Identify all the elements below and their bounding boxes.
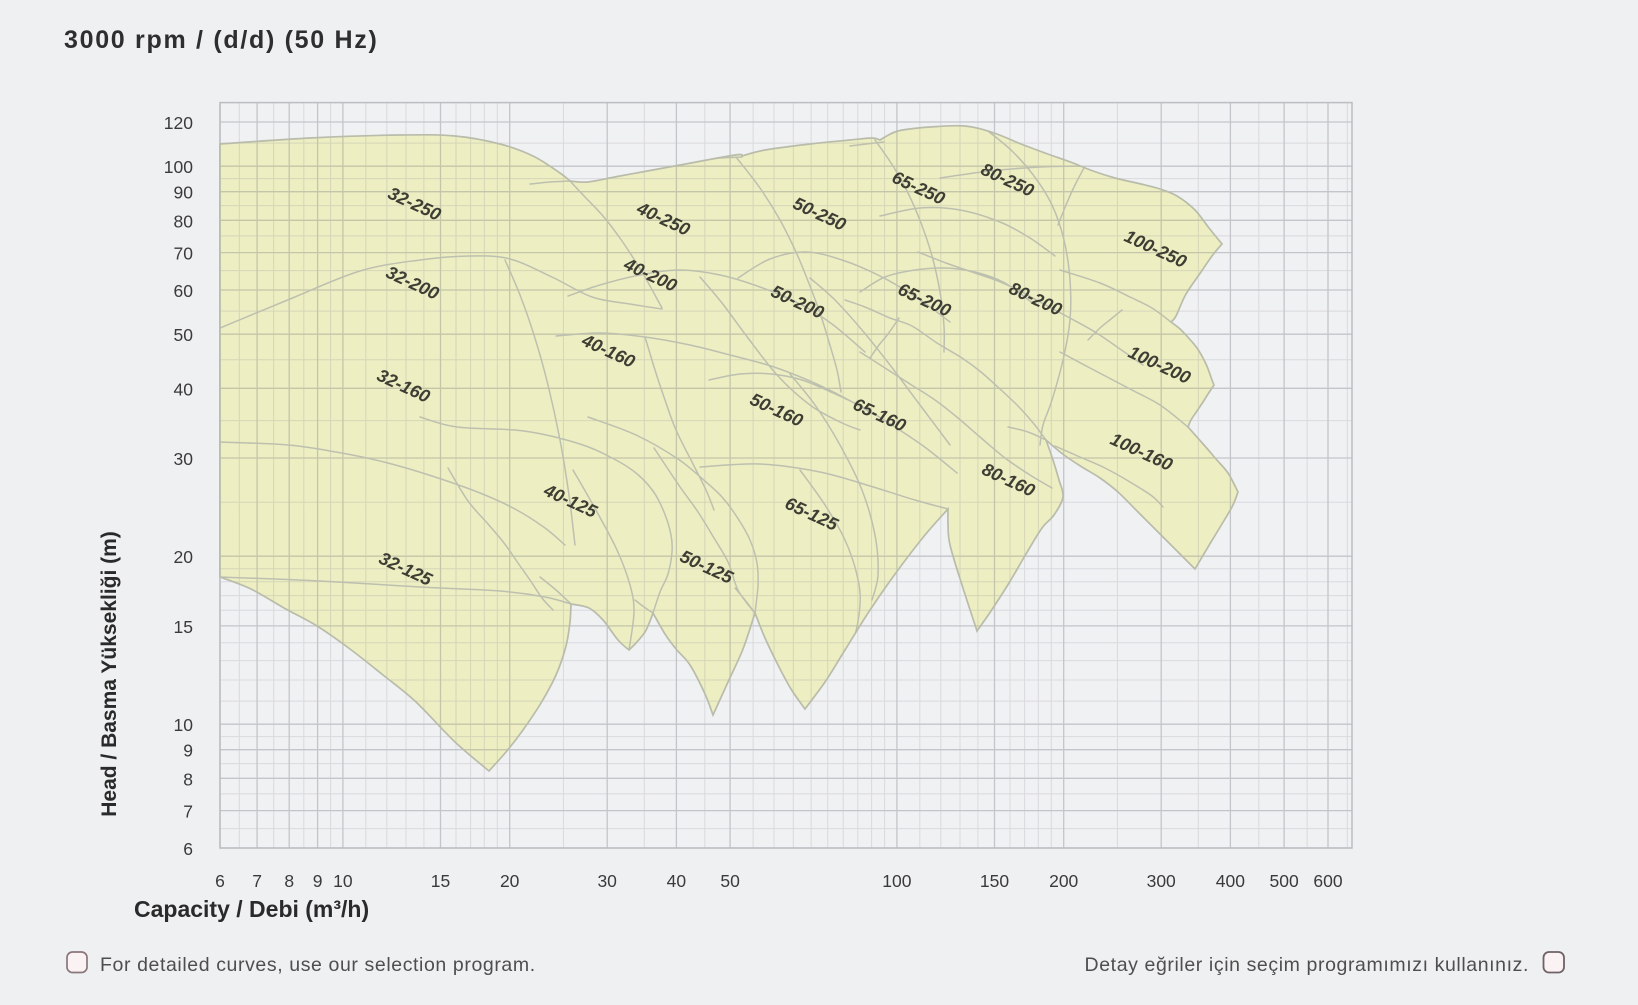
svg-text:9: 9 (183, 741, 193, 761)
svg-text:9: 9 (313, 871, 323, 891)
svg-text:For detailed curves, use our s: For detailed curves, use our selection p… (100, 954, 536, 976)
svg-text:200: 200 (1049, 871, 1078, 891)
svg-text:60: 60 (174, 281, 194, 301)
svg-text:600: 600 (1313, 871, 1342, 891)
svg-text:20: 20 (500, 871, 520, 891)
svg-text:3000 rpm / (d/d) (50 Hz): 3000 rpm / (d/d) (50 Hz) (64, 26, 378, 54)
svg-text:500: 500 (1269, 871, 1298, 891)
svg-text:80: 80 (174, 211, 194, 231)
svg-text:Capacity / Debi (m³/h): Capacity / Debi (m³/h) (134, 896, 369, 922)
svg-text:Head / Basma Yüksekliği (m): Head / Basma Yüksekliği (m) (98, 531, 121, 817)
svg-text:100: 100 (882, 871, 911, 891)
svg-text:300: 300 (1147, 871, 1176, 891)
svg-text:90: 90 (174, 183, 194, 203)
svg-text:400: 400 (1216, 871, 1245, 891)
svg-text:8: 8 (284, 871, 294, 891)
svg-text:15: 15 (431, 871, 450, 891)
svg-text:120: 120 (164, 113, 193, 133)
svg-text:40: 40 (174, 379, 194, 399)
svg-text:6: 6 (215, 871, 225, 891)
svg-text:7: 7 (252, 871, 262, 891)
svg-text:10: 10 (333, 871, 353, 891)
svg-text:Detay eğriler için seçim progr: Detay eğriler için seçim programımızı ku… (1085, 954, 1529, 976)
svg-text:30: 30 (174, 449, 194, 469)
svg-text:150: 150 (980, 871, 1009, 891)
svg-text:20: 20 (174, 547, 194, 567)
svg-text:6: 6 (183, 839, 193, 859)
svg-text:50: 50 (720, 871, 740, 891)
svg-text:40: 40 (667, 871, 687, 891)
svg-text:10: 10 (174, 715, 194, 735)
svg-text:100: 100 (164, 157, 193, 177)
svg-text:15: 15 (174, 617, 193, 637)
svg-text:8: 8 (183, 769, 193, 789)
svg-text:50: 50 (174, 325, 194, 345)
svg-text:7: 7 (183, 802, 193, 822)
svg-text:30: 30 (597, 871, 617, 891)
svg-text:70: 70 (174, 244, 194, 264)
